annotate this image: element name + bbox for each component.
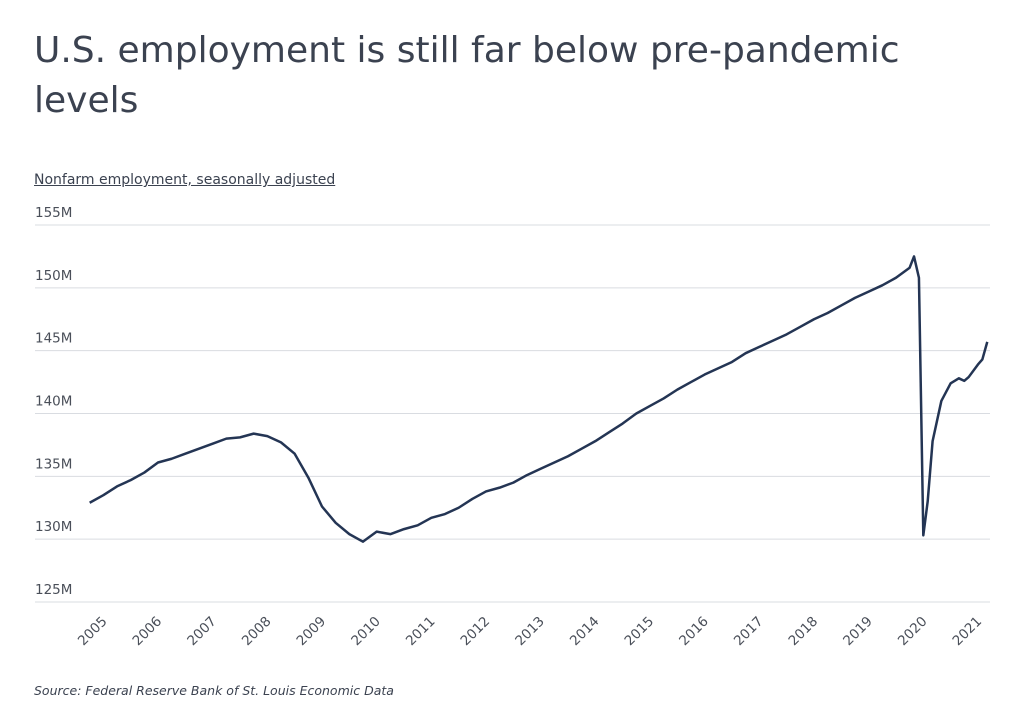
x-tick-label: 2009 xyxy=(294,614,330,650)
x-tick-label: 2016 xyxy=(676,614,712,650)
x-tick-label: 2021 xyxy=(950,614,986,650)
source-note: Source: Federal Reserve Bank of St. Loui… xyxy=(34,683,394,698)
x-tick-label: 2014 xyxy=(567,614,603,650)
y-tick-label: 135M xyxy=(35,456,72,472)
chart-subtitle: Nonfarm employment, seasonally adjusted xyxy=(34,172,336,188)
x-tick-label: 2013 xyxy=(512,614,548,650)
x-tick-label: 2019 xyxy=(840,614,876,650)
chart-title: U.S. employment is still far below pre-p… xyxy=(34,30,900,121)
x-tick-label: 2011 xyxy=(403,614,439,650)
x-tick-label: 2010 xyxy=(348,614,384,650)
x-tick-label: 2020 xyxy=(895,614,931,650)
x-tick-label: 2008 xyxy=(239,614,275,650)
x-tick-label: 2017 xyxy=(731,614,767,650)
x-tick-label: 2012 xyxy=(458,614,494,650)
x-tick-label: 2006 xyxy=(130,614,166,650)
y-tick-label: 145M xyxy=(35,331,72,347)
x-tick-label: 2015 xyxy=(622,614,658,650)
y-tick-label: 155M xyxy=(35,205,72,221)
y-tick-label: 150M xyxy=(35,268,72,284)
y-tick-label: 125M xyxy=(35,582,72,598)
x-tick-label: 2005 xyxy=(75,614,111,650)
x-tick-label: 2018 xyxy=(786,614,822,650)
x-tick-label: 2007 xyxy=(184,614,220,650)
y-tick-label: 140M xyxy=(35,394,72,410)
data-line xyxy=(89,255,989,543)
y-tick-label: 130M xyxy=(35,519,72,535)
